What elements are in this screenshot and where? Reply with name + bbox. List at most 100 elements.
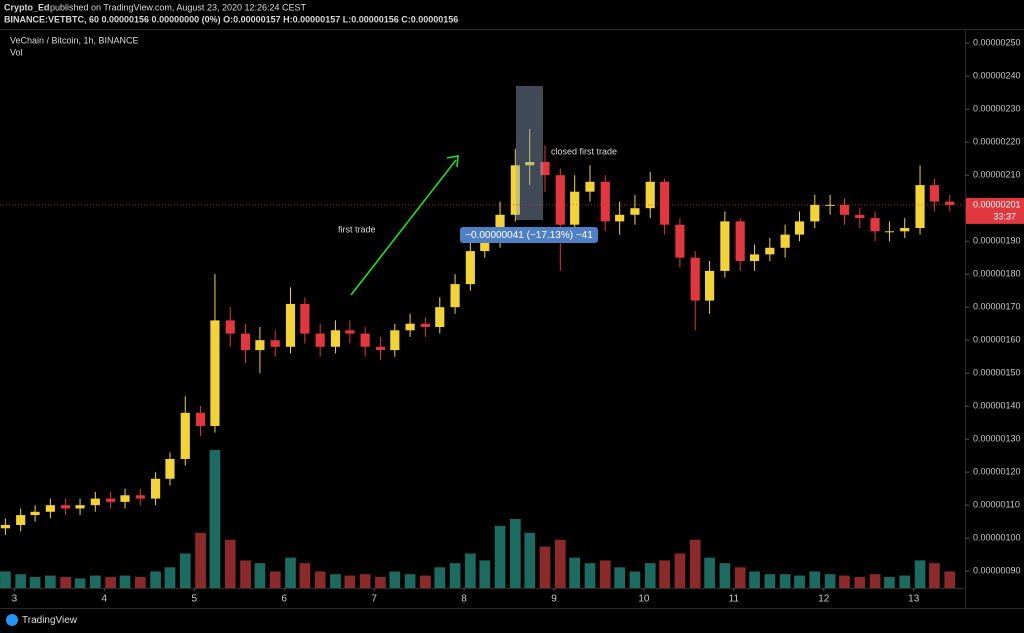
x-tick-label: 3 [12,594,18,605]
candle-body [555,175,565,225]
candle-body [240,333,251,351]
volume-bar [134,576,146,588]
candle-body [435,307,445,327]
candle-body [720,221,730,271]
volume-bar [869,574,881,588]
candle-body [61,505,71,509]
y-tick-label: 0.00000210 [973,170,1021,180]
candle-body [615,214,625,222]
candle-body [900,227,910,232]
author: Crypto_Ed [4,2,50,12]
volume-bar [285,557,296,588]
volume-bar [314,571,326,588]
candle-body [630,208,640,215]
logo: TradingView [6,614,78,626]
volume-bar [839,575,850,588]
candle-body [45,505,55,512]
candle-body [420,323,430,327]
volume-bar [330,574,341,588]
x-tick-label: 7 [371,594,377,605]
last-price-label: 0.00000201 [973,199,1021,209]
volume-bar [929,563,940,588]
candle-body [749,254,760,261]
x-tick-label: 6 [281,594,287,605]
candle-body [540,161,550,176]
volume-bar [89,575,101,588]
volume-bar [749,571,760,588]
candle-body [780,234,790,248]
volume-bar [689,539,701,588]
volume-bar [629,571,641,588]
volume-bar [899,575,911,588]
volume-bar [74,578,86,588]
candle-body [839,204,850,215]
volume-bar [465,553,476,588]
volume-bar [195,532,206,588]
volume-bar [209,450,221,588]
last-price-box [966,197,1024,224]
volume-bar [809,571,821,588]
volume-bar [854,576,866,588]
y-tick-label: 0.00000090 [973,566,1021,576]
candle-body [195,412,206,426]
volume-bar [494,525,506,588]
y-tick-label: 0.00000180 [973,269,1021,279]
volume-bar [704,557,715,588]
candle-body [225,320,235,334]
volume-bar [224,539,236,588]
volume-label: Vol [10,47,23,57]
candle-body [16,515,26,525]
arrow-line [350,159,457,296]
volume-bar [389,571,401,588]
volume-bar [344,575,356,588]
measure-label: −0.00000041 (−17.13%) −41 [465,230,593,241]
candle-body [915,185,925,228]
candle-body [945,201,955,205]
volume-bar [599,560,611,588]
y-tick-label: 0.00000110 [973,500,1020,510]
candle-body [270,340,280,347]
volume-bar [584,563,596,588]
candle-body [585,181,595,192]
annotation: closed first trade [551,146,617,156]
candle-body [929,185,940,202]
volume-bar [824,574,836,588]
volume-bar [509,519,521,588]
volume-bar [359,574,371,588]
volume-bar [764,574,776,588]
y-tick-label: 0.00000120 [973,467,1021,477]
candle-body [180,412,190,459]
chart-title: VeChain / Bitcoin, 1h, BINANCE [10,35,139,45]
volume-bar [150,571,161,588]
volume-bar [659,560,670,588]
candle-body [600,181,610,222]
volume-bar [299,563,311,588]
volume-bar [375,576,386,588]
y-tick-label: 0.00000160 [973,335,1021,345]
x-tick-label: 9 [551,594,557,605]
x-tick-label: 12 [818,594,830,605]
volume-bar [914,560,926,588]
candle-body [645,181,655,209]
y-tick-label: 0.00000220 [973,137,1021,147]
volume-bar [404,574,416,588]
candle-body [315,333,325,347]
x-tick-label: 13 [908,594,920,605]
volume-bar [794,575,805,588]
volume-bar [944,571,956,588]
arrow-head [446,155,459,168]
measure-box [460,227,598,243]
candle-body [660,181,670,225]
candle-body [0,524,10,529]
y-tick-label: 0.00000150 [973,368,1021,378]
volume-bar [674,553,686,588]
candle-body [106,498,116,502]
volume-bar [29,576,41,588]
volume-bar [614,567,626,588]
volume-bar [539,546,551,588]
volume-bar [119,575,131,588]
y-tick-label: 0.00000240 [973,71,1021,81]
volume-bar [779,574,791,588]
candle-body [151,478,161,499]
candle-body [75,505,85,509]
